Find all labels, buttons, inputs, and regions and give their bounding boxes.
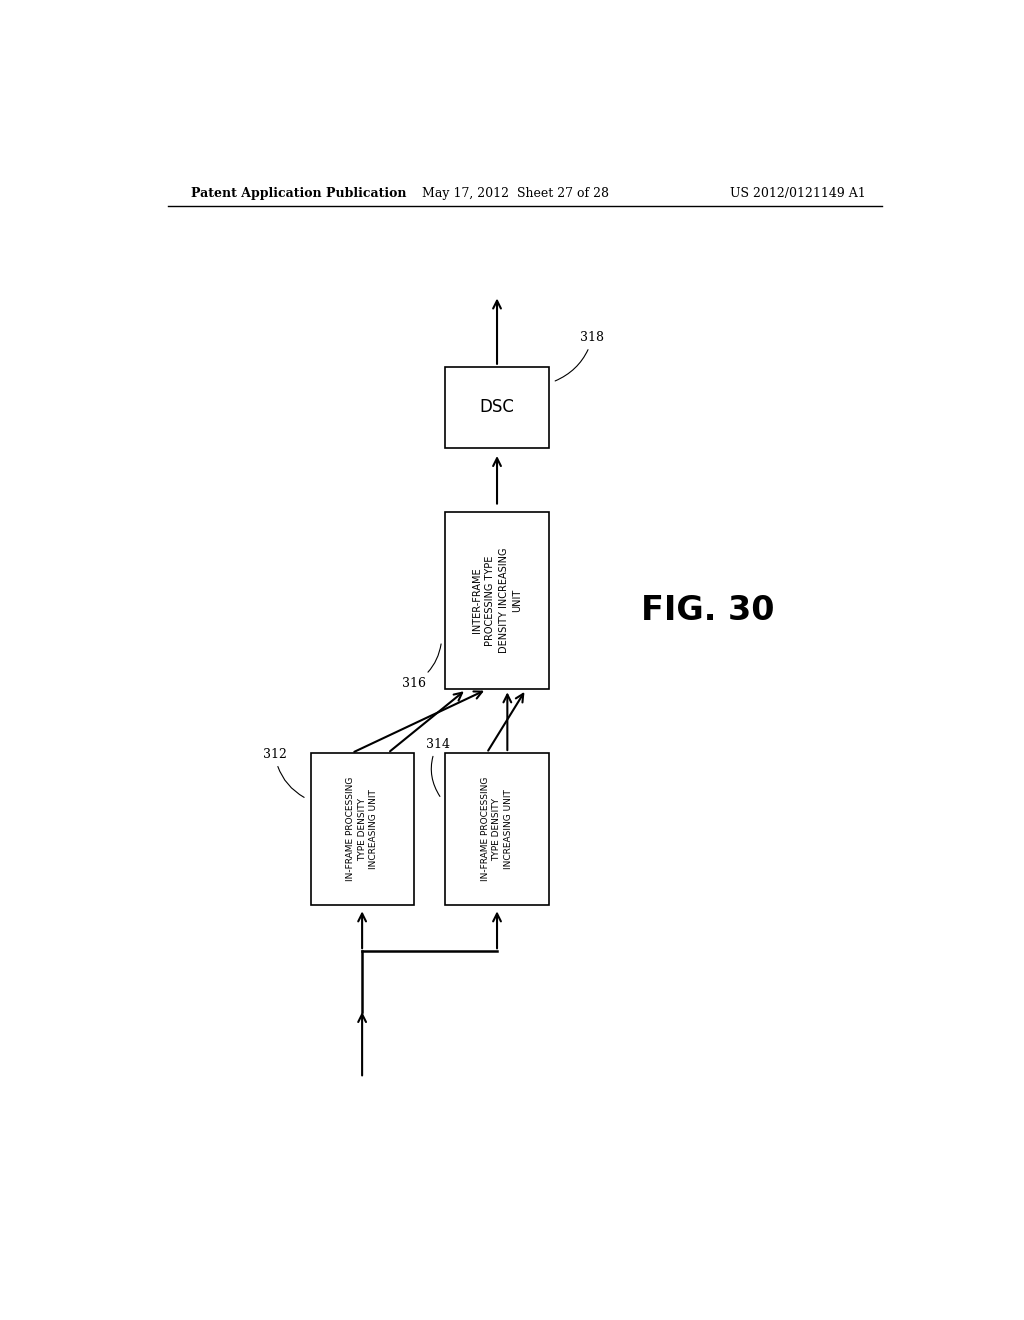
Text: 316: 316 bbox=[401, 644, 441, 690]
Bar bbox=[445, 752, 549, 906]
Text: FIG. 30: FIG. 30 bbox=[641, 594, 774, 627]
Text: 314: 314 bbox=[426, 738, 450, 796]
Bar bbox=[445, 367, 549, 447]
Text: 312: 312 bbox=[263, 748, 304, 797]
Text: US 2012/0121149 A1: US 2012/0121149 A1 bbox=[730, 187, 866, 201]
Text: IN-FRAME PROCESSING
TYPE DENSITY
INCREASING UNIT: IN-FRAME PROCESSING TYPE DENSITY INCREAS… bbox=[346, 777, 379, 882]
Text: May 17, 2012  Sheet 27 of 28: May 17, 2012 Sheet 27 of 28 bbox=[422, 187, 608, 201]
Text: IN-FRAME PROCESSING
TYPE DENSITY
INCREASING UNIT: IN-FRAME PROCESSING TYPE DENSITY INCREAS… bbox=[480, 777, 513, 882]
Text: INTER-FRAME
PROCESSING TYPE
DENSITY INCREASING
UNIT: INTER-FRAME PROCESSING TYPE DENSITY INCR… bbox=[472, 548, 522, 653]
Bar bbox=[310, 752, 414, 906]
Text: 318: 318 bbox=[555, 331, 604, 381]
Text: DSC: DSC bbox=[479, 399, 514, 416]
Text: Patent Application Publication: Patent Application Publication bbox=[191, 187, 407, 201]
Bar bbox=[445, 512, 549, 689]
